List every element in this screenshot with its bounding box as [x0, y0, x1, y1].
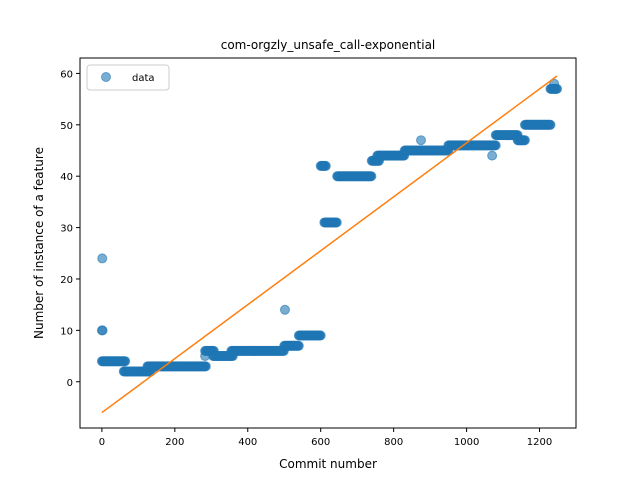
data-point [545, 119, 556, 130]
fit-line [101, 75, 558, 414]
data-point [120, 356, 131, 367]
data-point [519, 135, 530, 146]
x-tick-label: 400 [238, 437, 257, 448]
y-tick-label: 10 [60, 326, 73, 337]
y-tick-label: 20 [60, 275, 73, 286]
data-point [549, 78, 560, 89]
y-axis-label: Number of instance of a feature [32, 147, 46, 339]
x-axis-label: Commit number [279, 457, 377, 471]
y-axis: 0 10 20 30 40 50 60 [60, 69, 80, 389]
data-point [97, 253, 108, 264]
x-tick-label: 600 [311, 437, 330, 448]
legend-label: data [132, 73, 155, 84]
data-point [416, 135, 426, 146]
legend-box [86, 64, 170, 91]
legend: data [86, 64, 170, 91]
data-point [200, 351, 211, 362]
data-point [200, 361, 211, 372]
data-point [293, 340, 304, 351]
data-point [320, 160, 331, 171]
plot-marks [96, 75, 563, 414]
x-axis: 0 200 400 600 800 1000 1200 [99, 428, 552, 448]
data-point [97, 325, 108, 336]
y-tick-label: 30 [60, 224, 73, 235]
legend-marker [101, 72, 111, 82]
y-tick-label: 50 [60, 121, 73, 132]
y-tick-label: 40 [60, 172, 73, 183]
data-point [487, 150, 498, 161]
y-tick-label: 0 [67, 378, 73, 389]
data-point [279, 304, 290, 315]
data-point [490, 140, 501, 151]
data-point [366, 171, 377, 182]
chart-title: com-orgzly_unsafe_call-exponential [221, 38, 436, 52]
x-tick-label: 1000 [454, 437, 479, 448]
x-tick-label: 200 [165, 437, 184, 448]
x-tick-label: 0 [99, 437, 105, 448]
x-tick-label: 1200 [527, 437, 552, 448]
data-point [315, 330, 326, 341]
x-tick-label: 800 [384, 437, 403, 448]
plot-frame [79, 57, 577, 429]
y-tick-label: 60 [60, 69, 73, 80]
data-point [331, 217, 342, 228]
